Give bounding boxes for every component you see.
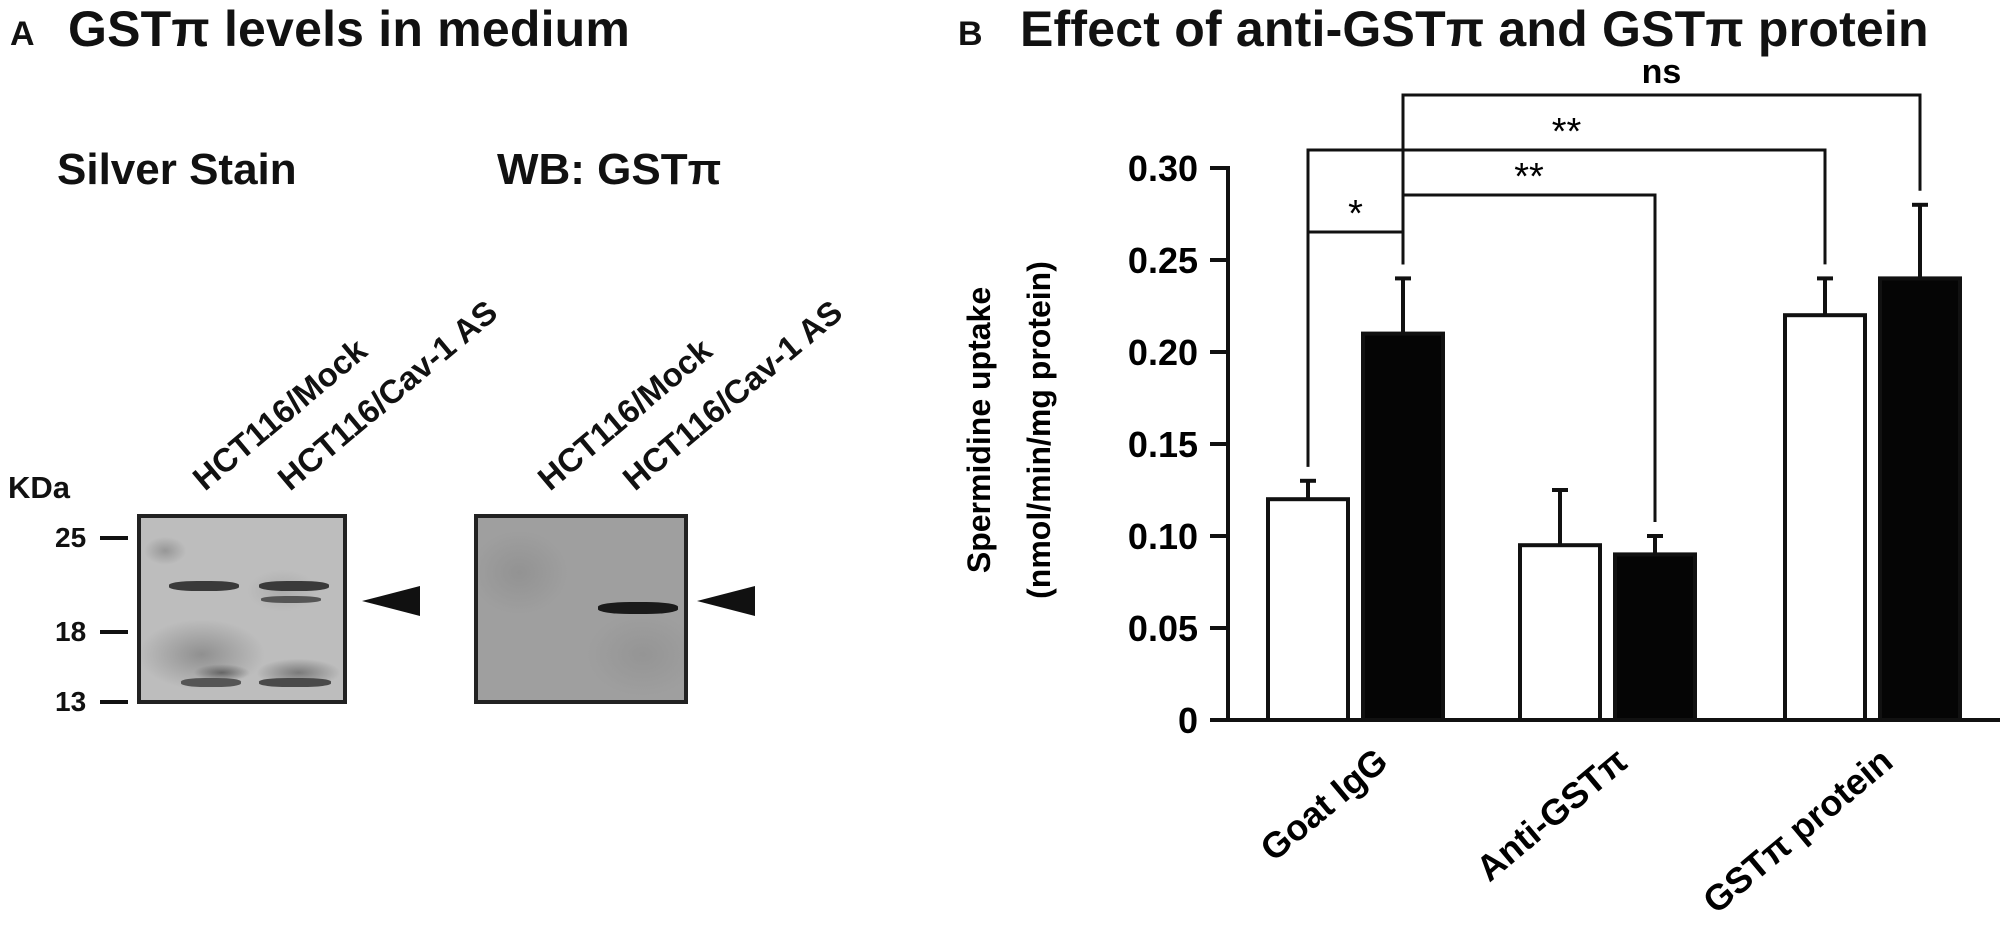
y-tick-label: 0.15	[1128, 424, 1198, 465]
bar	[1518, 543, 1602, 723]
wb-title: WB: GSTπ	[497, 145, 722, 194]
marker-13: 13	[55, 686, 87, 717]
marker-13-tick	[100, 700, 128, 704]
x-category-label: GSTπ protein	[1695, 740, 1900, 922]
marker-18-tick	[100, 630, 128, 634]
silver-band-cav1-upper	[259, 581, 329, 591]
x-category-label: Goat IgG	[1252, 740, 1395, 869]
bar	[1783, 313, 1867, 722]
silver-band-cav1-lower	[261, 596, 321, 603]
y-axis-label-line1: Spermidine uptake	[961, 287, 997, 573]
y-tick-label: 0.20	[1128, 332, 1198, 373]
panel-a-letter: A	[10, 15, 35, 53]
marker-25-tick	[100, 536, 128, 540]
significance-label: **	[1552, 111, 1582, 153]
panel-b-letter: B	[958, 15, 983, 53]
silver-arrowhead-icon	[362, 586, 420, 616]
bar	[1613, 552, 1697, 723]
x-category-label: Anti-GSTπ	[1468, 740, 1635, 889]
bar	[1878, 276, 1962, 722]
wb-band-cav1	[598, 602, 678, 614]
y-tick-label: 0	[1178, 700, 1198, 741]
silver-stain-title: Silver Stain	[57, 145, 297, 194]
y-tick-label: 0.05	[1128, 608, 1198, 649]
significance-bracket	[1306, 148, 1827, 467]
y-tick-label: 0.10	[1128, 516, 1198, 557]
y-axis-label-line2: (nmol/min/mg protein)	[1021, 261, 1057, 599]
marker-18: 18	[55, 616, 87, 647]
panel-a-title: GSTπ levels in medium	[68, 1, 631, 57]
panel-b-title: Effect of anti-GSTπ and GSTπ protein	[1020, 1, 1929, 57]
bar	[1361, 331, 1445, 722]
kda-label: KDa	[8, 470, 71, 505]
silver-band-mock-bottom	[181, 678, 241, 687]
silver-band-mock-upper	[169, 581, 239, 591]
silver-band-cav1-bottom	[259, 678, 331, 687]
silver-stain-gel-image	[137, 514, 347, 704]
bar	[1266, 497, 1350, 723]
y-tick-label: 0.30	[1128, 148, 1198, 189]
significance-label: ns	[1642, 53, 1682, 91]
significance-label: **	[1514, 156, 1544, 198]
significance-bracket	[1401, 93, 1922, 265]
y-tick-label: 0.25	[1128, 240, 1198, 281]
wb-arrowhead-icon	[697, 586, 755, 616]
significance-label: *	[1348, 193, 1363, 235]
wb-gel-image	[474, 514, 688, 704]
marker-25: 25	[55, 522, 87, 553]
